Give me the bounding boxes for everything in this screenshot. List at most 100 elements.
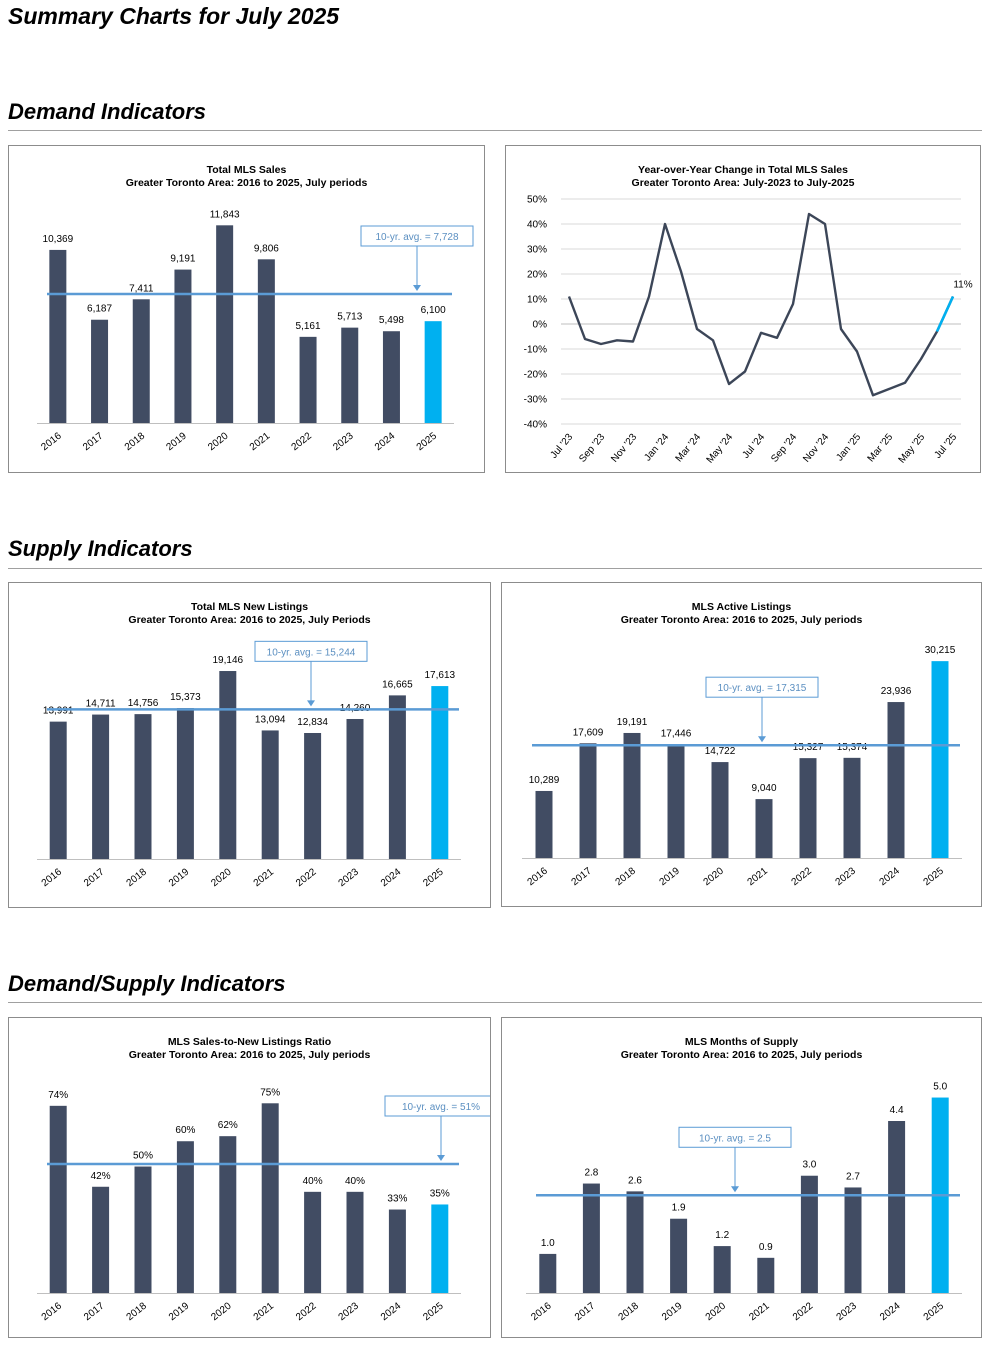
x-tick-label: 2016 bbox=[40, 866, 65, 889]
y-tick-label: -30% bbox=[524, 395, 547, 406]
x-tick-label: 2020 bbox=[206, 430, 231, 453]
chart-title: Total MLS Sales bbox=[207, 164, 287, 176]
bar-2019 bbox=[670, 1218, 688, 1293]
bar-2020 bbox=[219, 671, 237, 859]
y-tick-label: 0% bbox=[533, 320, 548, 331]
data-label: 40% bbox=[303, 1176, 323, 1187]
data-label: 50% bbox=[133, 1151, 153, 1162]
x-tick-label: 2024 bbox=[878, 1300, 903, 1323]
chart-mls-active-listings: MLS Active Listings Greater Toronto Area:… bbox=[501, 582, 982, 907]
data-label: 0.9 bbox=[759, 1242, 773, 1253]
data-label: 14,711 bbox=[86, 699, 116, 710]
chart-title: Total MLS New Listings bbox=[191, 601, 308, 613]
bar-2025 bbox=[431, 1204, 449, 1293]
chart-subtitle: Greater Toronto Area: 2016 to 2025, July… bbox=[128, 614, 370, 626]
bar-2020 bbox=[219, 1136, 237, 1293]
x-tick-label: 2022 bbox=[290, 430, 315, 453]
bar-2016 bbox=[539, 1253, 557, 1293]
y-tick-label: 30% bbox=[527, 245, 547, 256]
data-label: 9,040 bbox=[751, 783, 776, 794]
data-label: 17,609 bbox=[573, 727, 604, 738]
x-tick-label: 2021 bbox=[747, 1300, 772, 1323]
bar-2020 bbox=[711, 762, 729, 858]
data-label: 3.0 bbox=[802, 1160, 816, 1171]
x-tick-label: 2017 bbox=[570, 865, 595, 888]
bar-2019 bbox=[174, 269, 192, 423]
bar-2021 bbox=[261, 730, 279, 859]
bar-2018 bbox=[626, 1191, 644, 1293]
x-tick-label: 2017 bbox=[81, 430, 106, 453]
bar-2020 bbox=[216, 225, 234, 423]
x-tick-label: 2016 bbox=[40, 1300, 65, 1323]
bar-2018 bbox=[134, 714, 152, 859]
chart-subtitle: Greater Toronto Area: 2016 to 2025, July… bbox=[621, 614, 863, 626]
bar-2024 bbox=[388, 695, 406, 859]
bar-2022 bbox=[799, 758, 817, 858]
section-divider bbox=[8, 1002, 982, 1003]
bar-2021 bbox=[757, 1257, 775, 1293]
bar-2017 bbox=[92, 714, 110, 859]
x-tick-label: May '25 bbox=[897, 432, 928, 466]
x-tick-label: Nov '24 bbox=[801, 432, 831, 465]
chart-subtitle: Greater Toronto Area: 2016 to 2025, July… bbox=[129, 1049, 371, 1061]
bar-2018 bbox=[134, 1166, 152, 1293]
x-tick-label: May '24 bbox=[705, 432, 736, 466]
chart-title: MLS Months of Supply bbox=[685, 1036, 798, 1048]
data-label: 10,369 bbox=[43, 234, 74, 245]
bar-2024 bbox=[382, 331, 400, 423]
x-tick-label: 2023 bbox=[337, 1300, 362, 1323]
avg-callout-arrowhead bbox=[731, 1186, 739, 1193]
x-tick-label: 2023 bbox=[337, 866, 362, 889]
x-tick-label: 2016 bbox=[526, 865, 551, 888]
x-tick-label: 2024 bbox=[379, 866, 404, 889]
x-tick-label: 2020 bbox=[702, 865, 727, 888]
data-label: 9,191 bbox=[170, 254, 195, 265]
x-tick-label: 2025 bbox=[415, 430, 440, 453]
data-label: 1.0 bbox=[541, 1238, 555, 1249]
x-tick-label: 2017 bbox=[82, 866, 107, 889]
data-label: 17,446 bbox=[661, 728, 692, 739]
x-tick-label: 2018 bbox=[125, 866, 150, 889]
data-label: 74% bbox=[48, 1090, 68, 1101]
x-tick-label: 2024 bbox=[373, 430, 398, 453]
x-tick-label: Jul '24 bbox=[740, 432, 767, 461]
x-tick-label: 2023 bbox=[834, 865, 859, 888]
data-label: 14,722 bbox=[705, 746, 736, 757]
avg-callout-arrowhead bbox=[758, 736, 766, 743]
avg-callout-label: 10-yr. avg. = 15,244 bbox=[267, 647, 356, 658]
avg-callout-arrowhead bbox=[307, 700, 315, 707]
x-tick-label: 2021 bbox=[248, 430, 273, 453]
x-tick-label: 2016 bbox=[39, 430, 64, 453]
x-tick-label: 2019 bbox=[660, 1300, 685, 1323]
x-tick-label: Sep '23 bbox=[577, 432, 607, 465]
x-tick-label: 2025 bbox=[922, 865, 947, 888]
x-tick-label: 2020 bbox=[704, 1300, 729, 1323]
data-label: 15,374 bbox=[837, 742, 868, 753]
bar-2024 bbox=[888, 1121, 906, 1293]
data-label: 13,991 bbox=[43, 706, 74, 717]
data-label: 15,327 bbox=[793, 742, 824, 753]
bar-2017 bbox=[582, 1183, 600, 1293]
bar-2023 bbox=[843, 757, 861, 858]
data-label: 13,094 bbox=[255, 714, 286, 725]
data-label: 16,665 bbox=[382, 679, 413, 690]
data-label: 23,936 bbox=[881, 686, 912, 697]
x-tick-label: 2025 bbox=[421, 866, 446, 889]
section-divider bbox=[8, 568, 982, 569]
series-line-latest bbox=[935, 295, 955, 333]
x-tick-label: 2023 bbox=[331, 430, 356, 453]
data-label: 5,498 bbox=[379, 315, 404, 326]
chart-subtitle: Greater Toronto Area: July-2023 to July-… bbox=[632, 177, 855, 189]
data-label: 75% bbox=[260, 1087, 280, 1098]
x-tick-label: 2019 bbox=[167, 866, 192, 889]
data-label: 15,373 bbox=[170, 692, 201, 703]
avg-callout-box bbox=[678, 1126, 792, 1148]
bar-2022 bbox=[800, 1175, 818, 1293]
data-label: 11,843 bbox=[210, 209, 240, 220]
avg-callout-arrowhead bbox=[437, 1155, 445, 1161]
bar-2025 bbox=[424, 321, 442, 423]
data-label: 12,834 bbox=[297, 717, 328, 728]
x-tick-label: 2018 bbox=[123, 430, 148, 453]
